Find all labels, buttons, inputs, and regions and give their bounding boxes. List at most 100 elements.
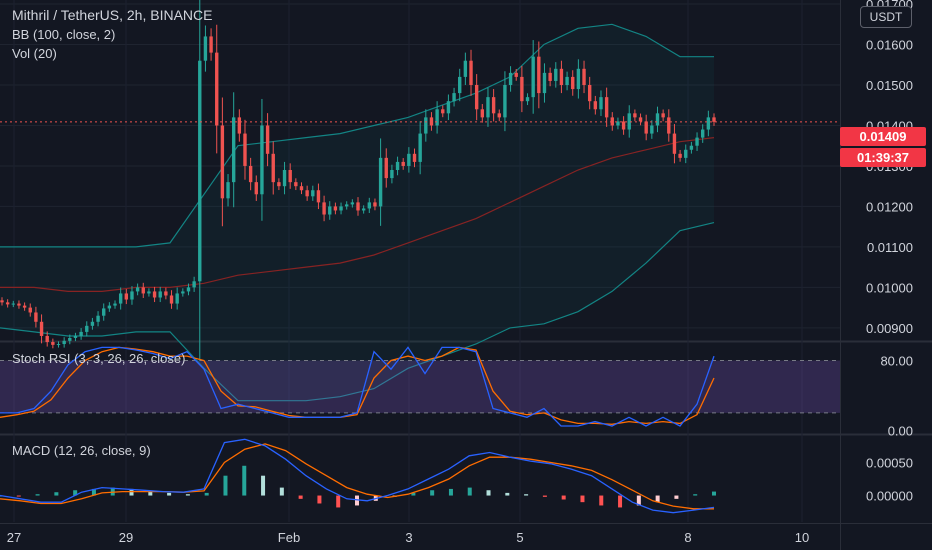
candle-body (350, 202, 355, 205)
candle-body (265, 125, 270, 154)
candle-body (621, 121, 626, 130)
candle-body (333, 206, 338, 211)
candle-body (282, 170, 287, 187)
candle-body (186, 287, 191, 292)
candle-body (305, 190, 309, 197)
candle-body (672, 133, 677, 154)
candle-body (542, 72, 547, 94)
macd-tick-label: 0.00000 (866, 489, 913, 504)
candle-body (231, 117, 236, 183)
candle-body (638, 117, 643, 122)
candle-body (215, 52, 219, 126)
candle-body (571, 76, 575, 90)
candle-body (118, 293, 123, 304)
candle-body (147, 291, 151, 294)
candle-body (328, 206, 332, 215)
candle-body (684, 149, 688, 158)
candle-body (316, 190, 321, 203)
bb-basis-line (0, 137, 715, 292)
indicator-macd-label[interactable]: MACD (12, 26, close, 9) (12, 443, 151, 458)
candle-body (152, 291, 157, 298)
candle-body (34, 312, 38, 322)
candle-body (616, 121, 620, 126)
candle-body (661, 113, 665, 118)
candle-body (373, 202, 377, 207)
chart-legend: Mithril / TetherUS, 2h, BINANCE BB (100,… (12, 6, 212, 63)
indicator-bb-label[interactable]: BB (100, close, 2) (12, 27, 116, 42)
candle-body (181, 291, 185, 294)
candle-body (345, 204, 349, 207)
macd-histogram-bar (448, 488, 453, 496)
macd-histogram-bar (636, 495, 641, 506)
candle-body (243, 133, 247, 166)
macd-histogram-bar (542, 495, 547, 497)
candle-body (73, 335, 78, 338)
candle-body (565, 76, 569, 85)
candle-body (412, 153, 417, 162)
candle-body (695, 137, 699, 146)
stoch-band-fill (0, 360, 840, 413)
candle-body (497, 113, 501, 118)
candle-body (508, 72, 513, 85)
candle-body (141, 287, 145, 294)
macd-histogram-bar (355, 495, 359, 506)
candle-body (107, 305, 112, 309)
price-tick-label: 0.01100 (867, 240, 913, 255)
time-tick-label: Feb (278, 530, 300, 545)
candle-body (604, 97, 609, 118)
candle-body (514, 72, 518, 77)
candle-body (593, 101, 598, 110)
candle-body (474, 85, 479, 110)
candle-body (175, 293, 179, 304)
candle-body (124, 293, 129, 300)
macd-histogram-bar (185, 494, 190, 496)
macd-tick-label: 0.00050 (866, 455, 913, 470)
candle-body (271, 153, 275, 183)
stoch-tick-label: 0.00 (888, 423, 913, 438)
candle-body (678, 153, 682, 158)
macd-histogram-bar (599, 495, 604, 506)
price-tick-label: 0.01000 (866, 280, 913, 295)
bb-fill (0, 24, 714, 401)
candle-body (689, 145, 694, 150)
macd-histogram-bar (655, 495, 660, 503)
macd-histogram-bar (35, 494, 40, 496)
candle-body (90, 321, 95, 326)
candle-body (401, 161, 405, 166)
macd-histogram-bar (486, 490, 491, 496)
symbol-title[interactable]: Mithril / TetherUS, 2h, BINANCE (12, 7, 213, 23)
price-tick-label: 0.01600 (866, 38, 913, 53)
candle-body (220, 125, 225, 199)
candle-body (390, 170, 394, 179)
candle-body (209, 36, 213, 53)
price-tick-label: 0.01200 (866, 199, 913, 214)
macd-histogram-bar (167, 492, 172, 496)
macd-histogram-bar (524, 494, 529, 496)
candle-body (226, 182, 230, 199)
candle-body (503, 85, 507, 118)
candle-body (56, 344, 61, 346)
candle-body (446, 101, 451, 114)
candle-body (655, 113, 660, 126)
macd-histogram-bar (261, 475, 266, 496)
macd-histogram-bar (411, 492, 416, 496)
macd-histogram-bar (712, 491, 716, 496)
macd-histogram-bar (16, 495, 21, 497)
indicator-stoch-label[interactable]: Stoch RSI (3, 3, 26, 26, close) (12, 351, 186, 366)
indicator-vol-label[interactable]: Vol (20) (12, 46, 57, 61)
macd-histogram-bar (148, 491, 153, 496)
candle-body (203, 36, 208, 61)
stoch-k-line (0, 346, 715, 427)
candle-body (441, 109, 445, 114)
candle-body (51, 342, 55, 345)
candle-body (113, 303, 117, 306)
candle-body (0, 300, 4, 303)
currency-badge[interactable]: USDT (860, 6, 912, 28)
candle-body (548, 72, 552, 81)
candle-body (248, 165, 253, 183)
candle-body (96, 315, 100, 322)
candle-body (469, 60, 473, 85)
candle-body (520, 76, 524, 102)
candle-body (361, 208, 366, 211)
